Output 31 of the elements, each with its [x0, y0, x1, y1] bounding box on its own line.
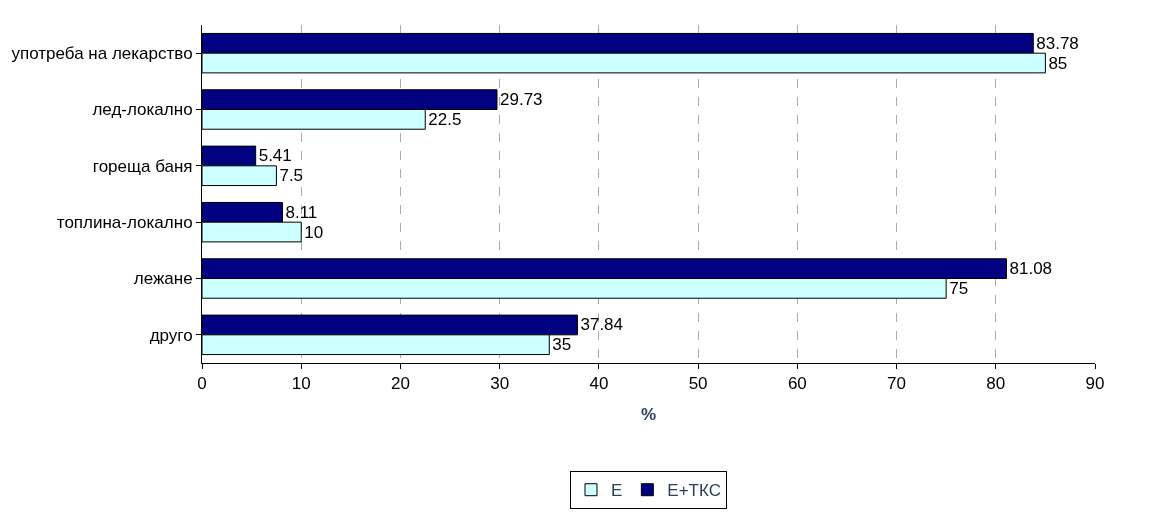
x-tick-label: 70: [887, 374, 907, 394]
y-tick-label: лежане: [133, 269, 193, 289]
legend-label: Е: [611, 481, 623, 501]
x-tick-label: 40: [589, 374, 609, 394]
y-tick-label: гореща баня: [92, 156, 193, 176]
x-tick-label: 90: [1085, 374, 1105, 394]
data-label: 37.84: [580, 315, 624, 335]
data-label: 10: [304, 222, 324, 242]
x-tick-label: 30: [490, 374, 510, 394]
x-tick-label: 20: [390, 374, 410, 394]
x-tick-label: 10: [291, 374, 311, 394]
y-tick-label: употреба на лекарство: [11, 44, 193, 64]
data-label: 29.73: [499, 90, 543, 110]
data-label: 7.5: [279, 166, 304, 186]
y-tick-label: друго: [149, 325, 193, 345]
data-label: 5.41: [258, 146, 292, 166]
data-label: 75: [949, 278, 969, 298]
data-label: 83.78: [1036, 33, 1079, 53]
x-tick-label: 50: [688, 374, 708, 394]
y-tick-label: лед-локално: [92, 100, 193, 120]
x-tick-label: 60: [787, 374, 807, 394]
data-label: 81.08: [1009, 259, 1053, 279]
data-label: 35: [552, 335, 572, 355]
data-label: 8.11: [285, 202, 318, 222]
x-axis-title: %: [640, 404, 657, 424]
legend-label: Е+ТКС: [667, 481, 721, 501]
data-label: 22.5: [428, 109, 462, 129]
x-tick-label: 0: [197, 374, 207, 394]
x-tick-label: 80: [986, 374, 1006, 394]
y-tick-label: топлина-локално: [56, 213, 193, 233]
data-label: 85: [1048, 53, 1068, 73]
